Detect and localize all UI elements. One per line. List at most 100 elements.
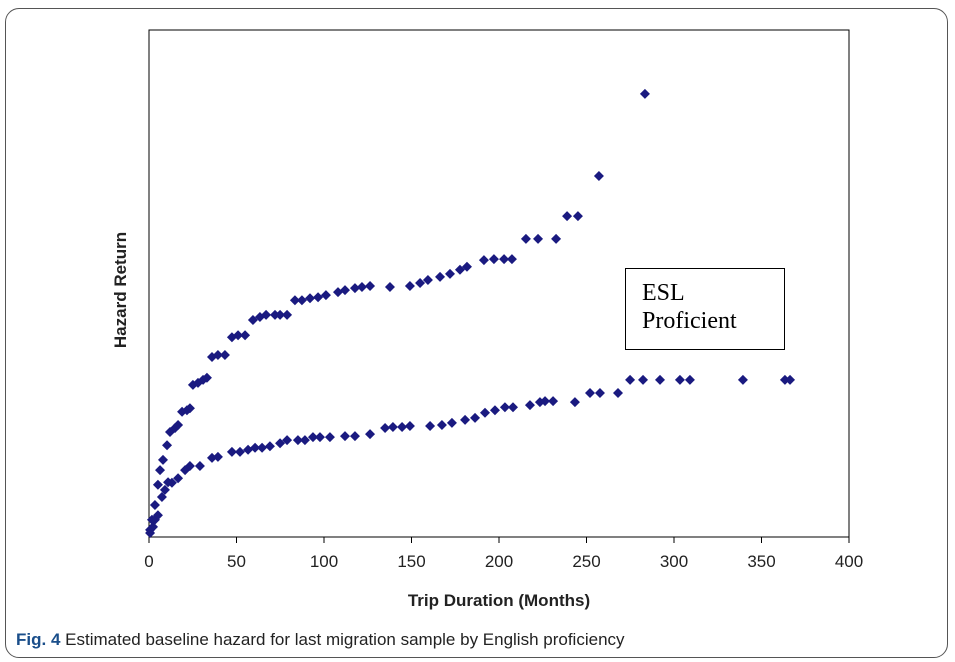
point [314, 432, 325, 443]
point [436, 419, 447, 430]
point [548, 396, 559, 407]
annotation-box: ESL Proficient [625, 268, 785, 350]
point [226, 446, 237, 457]
caption: Fig. 4 Estimated baseline hazard for las… [16, 630, 625, 650]
point [349, 283, 360, 294]
x-tick-label: 400 [835, 552, 863, 571]
point [184, 461, 195, 472]
point [320, 290, 331, 301]
point [233, 330, 244, 341]
point [261, 309, 272, 320]
point [282, 435, 293, 446]
point [422, 274, 433, 285]
point [585, 388, 595, 399]
point [460, 414, 471, 425]
point [149, 500, 160, 511]
point [384, 282, 395, 293]
point [292, 435, 303, 446]
point [162, 440, 173, 451]
point [184, 403, 195, 414]
point [445, 268, 455, 279]
point [296, 295, 307, 306]
x-tick-label: 250 [572, 552, 600, 571]
x-tick-label: 200 [485, 552, 513, 571]
x-tick-label: 0 [144, 552, 153, 571]
point [779, 374, 790, 385]
point [305, 293, 315, 304]
point [478, 255, 489, 266]
point [625, 374, 636, 385]
point [461, 261, 472, 272]
x-tick-label: 100 [310, 552, 338, 571]
point [508, 402, 518, 413]
point [212, 451, 223, 462]
point [454, 264, 465, 275]
point [435, 271, 446, 282]
point [488, 254, 499, 265]
point [365, 281, 376, 292]
point [540, 396, 551, 407]
x-tick-label: 50 [227, 552, 246, 571]
point [551, 233, 562, 244]
point [470, 412, 481, 423]
point [247, 315, 258, 326]
point [638, 374, 649, 385]
point [674, 374, 685, 385]
point [446, 417, 457, 428]
point [166, 477, 177, 488]
point [533, 233, 544, 244]
point [340, 431, 350, 442]
x-tick-label: 300 [660, 552, 688, 571]
annotation: ESL Proficient [642, 280, 737, 334]
point [155, 465, 166, 476]
point [219, 349, 230, 360]
point [235, 446, 245, 457]
point [250, 442, 261, 453]
point [639, 88, 650, 99]
point [307, 432, 318, 443]
point [156, 491, 167, 502]
point [594, 388, 605, 399]
point [264, 441, 275, 452]
point [275, 309, 286, 320]
point [572, 211, 583, 222]
point [613, 388, 623, 399]
point [489, 405, 500, 416]
point [506, 254, 517, 265]
point [785, 374, 796, 385]
point [684, 374, 695, 385]
point [593, 171, 604, 182]
point [282, 309, 293, 320]
point [499, 254, 510, 265]
point [289, 295, 300, 306]
point [158, 454, 168, 465]
point [299, 435, 310, 446]
point [270, 309, 280, 320]
x-tick-label: 350 [747, 552, 775, 571]
point [275, 438, 286, 449]
point [569, 397, 580, 408]
caption-label: Fig. 4 [16, 630, 61, 649]
point [524, 400, 535, 411]
point [562, 211, 573, 222]
point [194, 461, 205, 472]
x-tick-label: 150 [397, 552, 425, 571]
x-axis-title: Trip Duration (Months) [408, 591, 590, 610]
point [152, 479, 163, 490]
point [737, 374, 748, 385]
point [152, 510, 163, 521]
y-axis-title: Hazard Return [111, 232, 130, 348]
point [365, 429, 376, 440]
point [159, 484, 170, 495]
point [201, 372, 212, 383]
point [380, 422, 391, 433]
point [499, 402, 510, 413]
point [425, 420, 436, 431]
point [404, 281, 415, 292]
point [480, 407, 490, 418]
point [173, 419, 184, 430]
point [240, 330, 251, 341]
point [212, 349, 223, 360]
point [415, 277, 426, 288]
